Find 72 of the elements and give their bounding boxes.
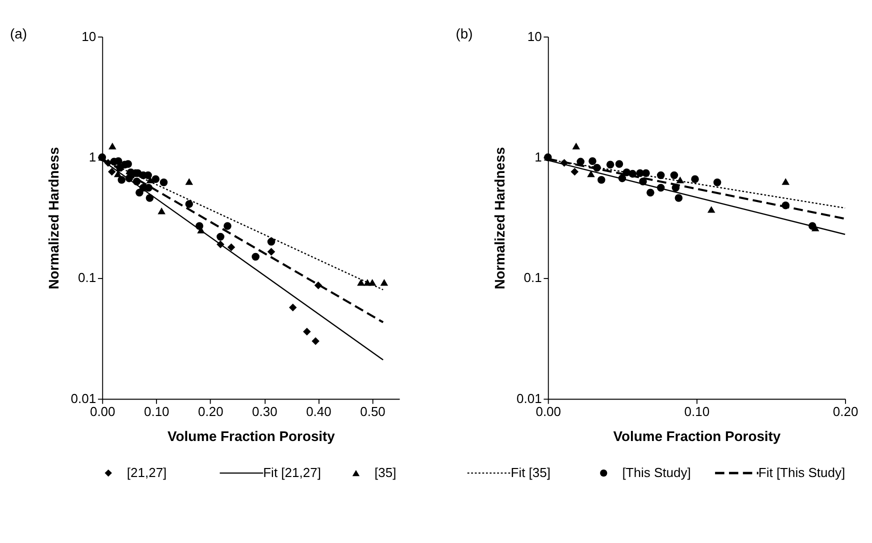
point [224,222,232,230]
point [267,238,276,246]
point [216,232,224,241]
point [782,178,790,185]
point [160,178,168,186]
point [303,328,311,336]
x-tick-label: 0.30 [252,404,278,419]
x-tick-label: 0.50 [360,404,386,419]
point [618,174,626,182]
x-tick-label: 0.00 [536,404,562,419]
x-tick-label: 0.10 [144,404,170,419]
y-tick-label: 1 [534,149,542,164]
legend-label: Fit [This Study] [758,464,846,480]
x-tick-label: 0.10 [684,404,710,419]
x-axis-title: Volume Fraction Porosity [613,428,781,444]
y-tick-label: 1 [88,149,96,164]
point [267,248,276,256]
y-tick-label: 10 [82,28,96,44]
point [108,168,116,176]
y-tick-label: 0.1 [78,270,96,286]
y-axis-title: Normalized Hardness [491,146,508,290]
x-tick-label: 0.40 [306,404,332,419]
point [646,188,654,196]
point [146,194,154,202]
point [227,243,236,252]
point [642,169,650,177]
point [357,279,365,286]
point [588,157,596,165]
point [639,178,647,186]
point [808,222,816,230]
point [114,170,122,178]
point [656,171,665,180]
point [670,171,678,180]
point [252,252,260,261]
chart-title: (b) [456,25,473,42]
x-axis-title: Volume Fraction Porosity [167,428,336,444]
y-tick-label: 0.01 [70,390,96,406]
point [185,178,194,185]
point [691,175,699,183]
point [572,142,580,150]
legend-label: [35] [374,464,396,480]
point [368,279,376,286]
y-tick-label: 10 [527,28,542,44]
point [598,176,606,184]
point [185,200,194,208]
point [380,279,388,286]
point [606,160,614,168]
point [674,194,683,202]
legend-label: Fit [35] [510,464,551,480]
y-tick-label: 0.01 [516,390,542,406]
point [312,337,320,346]
x-tick-label: 0.20 [198,404,224,419]
point [615,160,624,168]
y-axis-title: Normalized Hardness [46,146,62,290]
point [676,176,684,184]
x-tick-label: 0.00 [90,404,116,419]
point [713,178,722,186]
y-tick-label: 0.1 [524,270,542,286]
legend-label: [21,27] [126,464,167,480]
point [118,176,126,184]
point [707,206,716,213]
point [152,175,160,183]
point [288,304,297,312]
x-tick-label: 0.20 [832,404,858,419]
point [656,184,665,192]
legend-label: [This Study] [622,464,691,480]
point [570,168,579,176]
point [196,222,204,230]
point [158,208,166,214]
chart-title: (a) [10,25,27,42]
legend-label: Fit [21,27] [263,464,321,480]
point [108,142,116,150]
